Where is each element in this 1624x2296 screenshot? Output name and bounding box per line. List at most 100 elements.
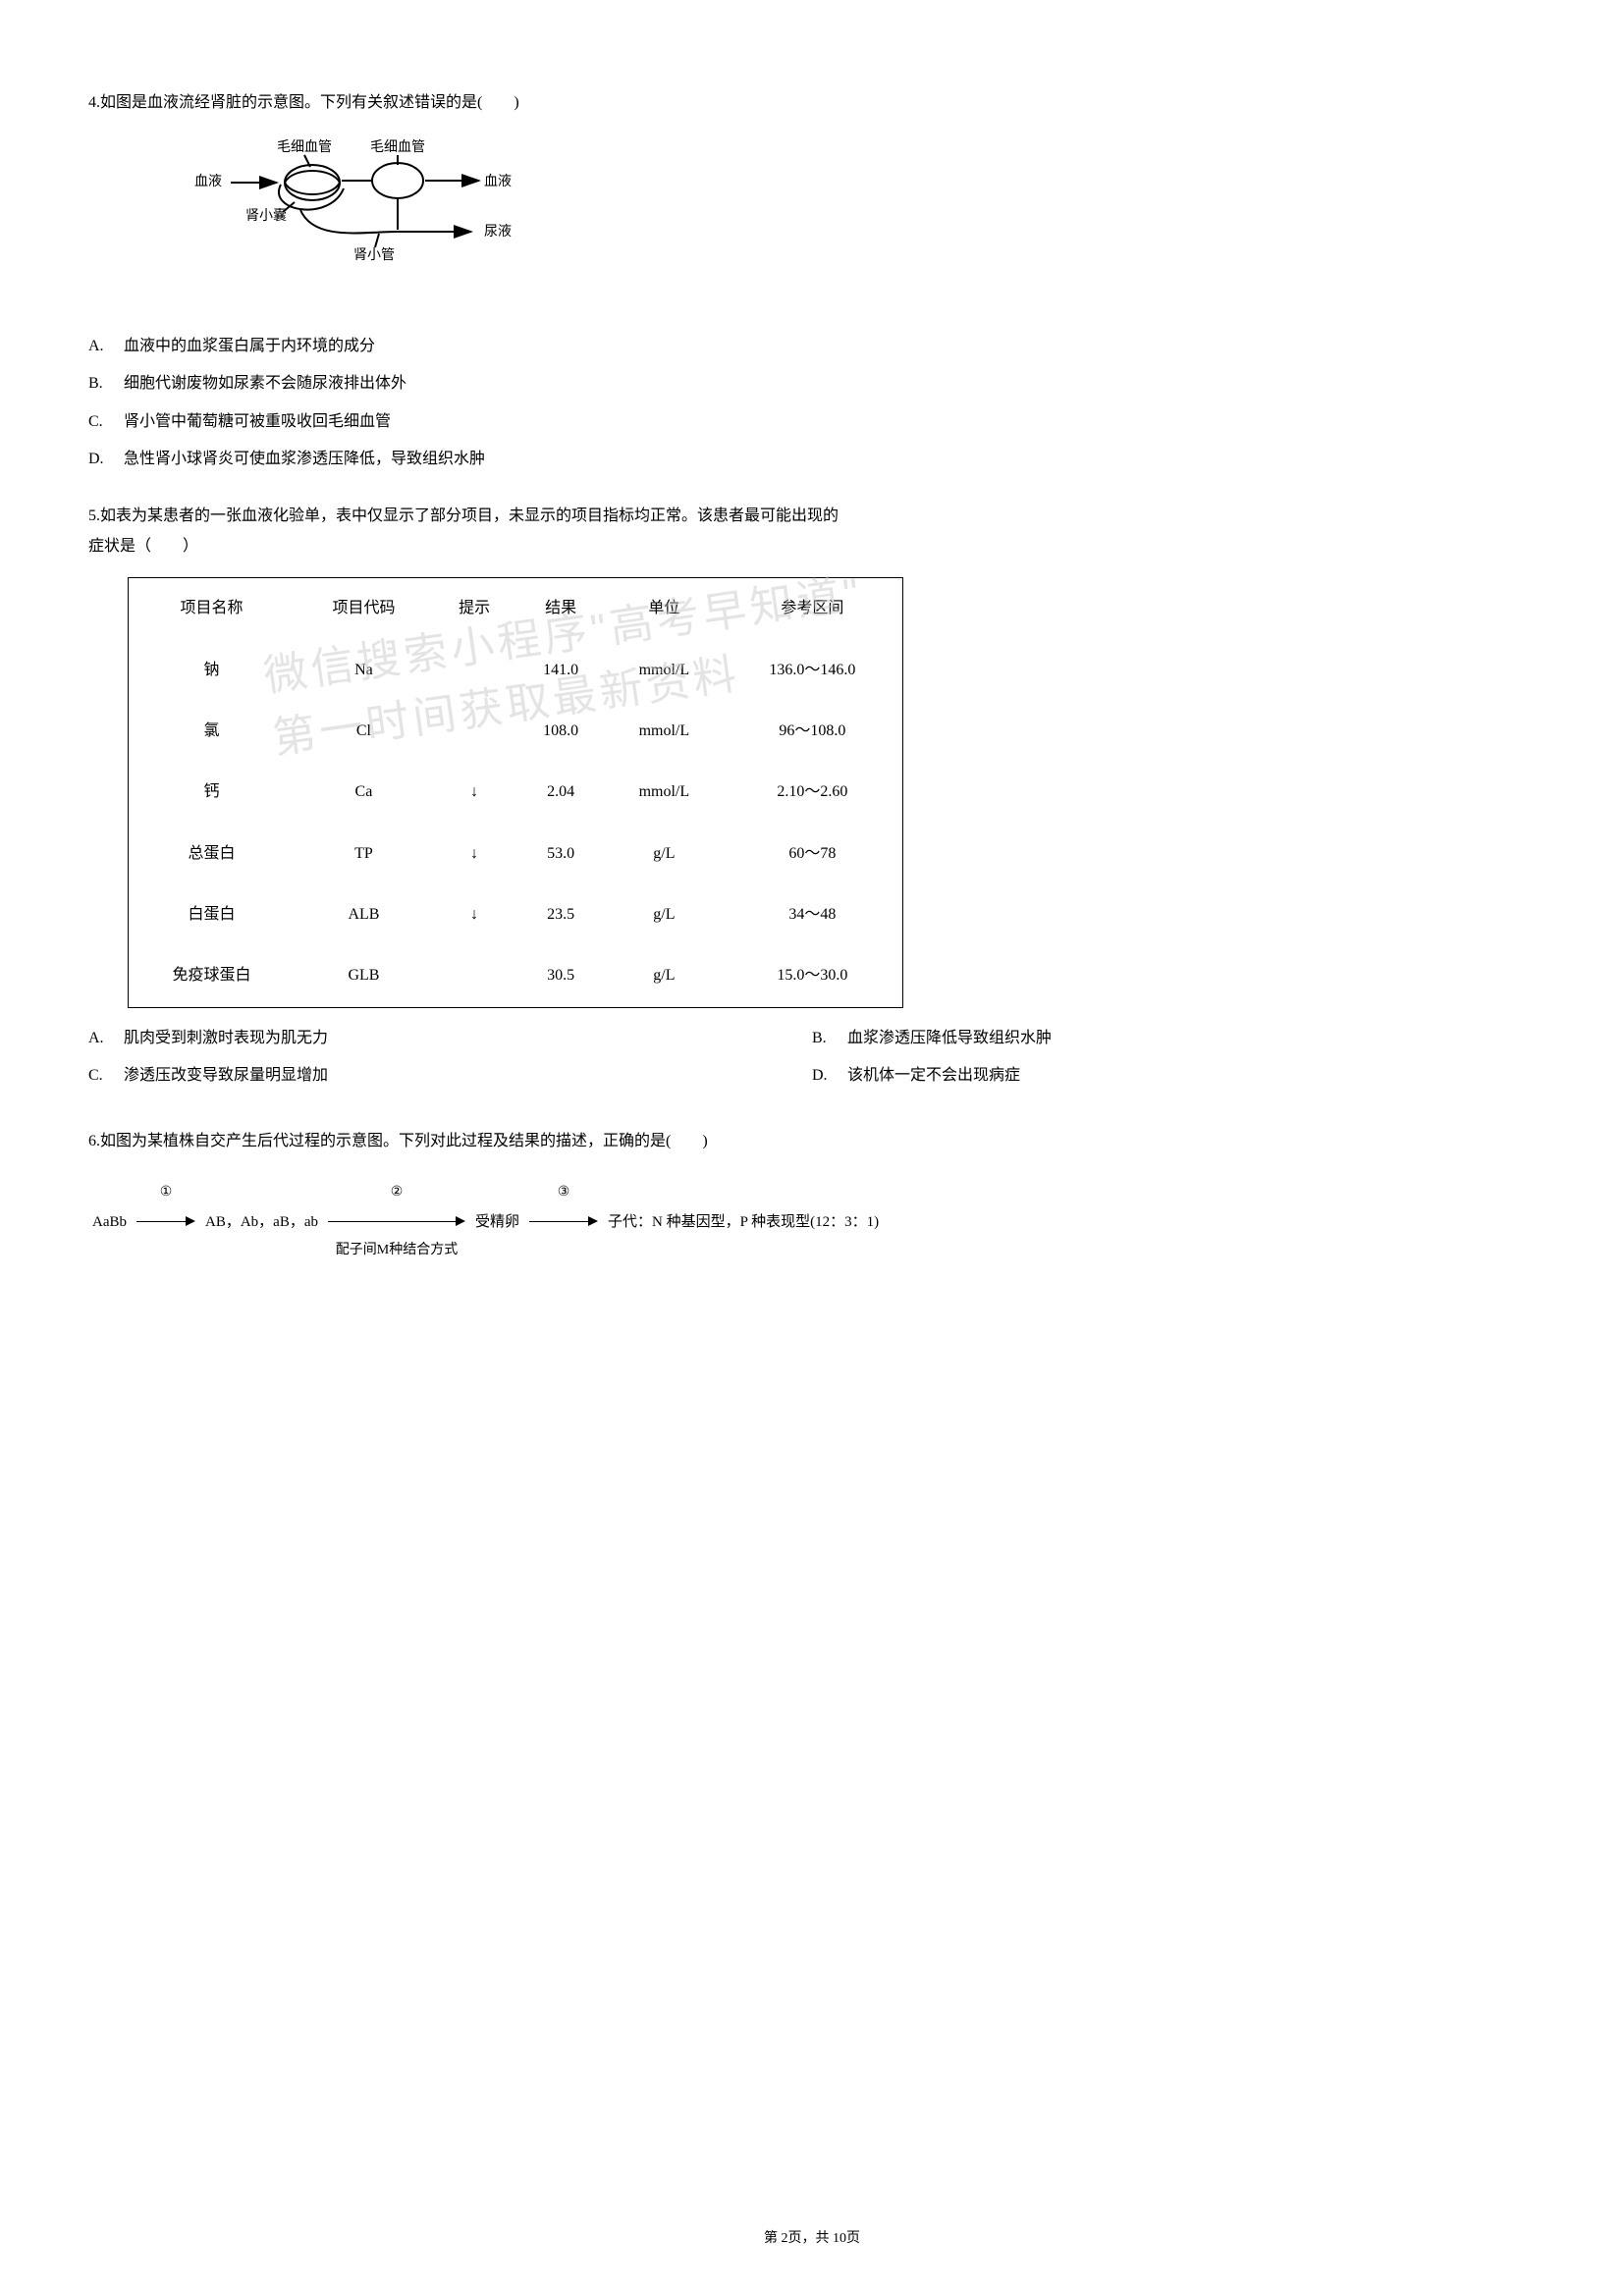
q4-text: 4.如图是血液流经肾脏的示意图。下列有关叙述错误的是( ) — [88, 88, 1536, 118]
q5-option-a-text: 肌肉受到刺激时表现为肌无力 — [124, 1030, 328, 1046]
cell: Na — [295, 640, 433, 701]
flow-offspring: 子代：N 种基因型，P 种表现型(12：3：1) — [608, 1208, 879, 1237]
cell: ↓ — [433, 824, 516, 884]
flow-zygote: 受精卵 — [475, 1208, 519, 1237]
q5-text-line2: 症状是（ ） — [88, 538, 198, 555]
q5-option-d-text: 该机体一定不会出现病症 — [847, 1067, 1020, 1084]
label-capillary1: 毛细血管 — [277, 139, 332, 155]
flow-arrow-3: ③ — [529, 1180, 598, 1264]
table-row: 总蛋白 TP ↓ 53.0 g/L 60～78 — [129, 824, 902, 884]
cell: 白蛋白 — [129, 884, 295, 945]
cell: Cl — [295, 701, 433, 762]
table-row: 白蛋白 ALB ↓ 23.5 g/L 34～48 — [129, 884, 902, 945]
flow-step2-sub: 配子间M种结合方式 — [336, 1238, 458, 1264]
label-urine-out: 尿液 — [484, 224, 512, 240]
kidney-diagram-svg: 毛细血管 毛细血管 血液 血液 尿液 肾小囊 肾小管 — [187, 133, 550, 271]
flow-start: AaBb — [92, 1208, 127, 1237]
cell: GLB — [295, 945, 433, 1006]
q5-table-header-row: 项目名称 项目代码 提示 结果 单位 参考区间 — [129, 578, 902, 639]
cell — [433, 640, 516, 701]
q4-option-d-text: 急性肾小球肾炎可使血浆渗透压降低，导致组织水肿 — [124, 451, 485, 467]
cell: 136.0～146.0 — [723, 640, 902, 701]
cell: 2.10～2.60 — [723, 762, 902, 823]
q4-option-c: C. 肾小管中葡萄糖可被重吸收回毛细血管 — [88, 407, 1536, 437]
q5-table-head: 项目名称 项目代码 提示 结果 单位 参考区间 — [129, 578, 902, 639]
q4-options: A. 血液中的血浆蛋白属于内环境的成分 B. 细胞代谢废物如尿素不会随尿液排出体… — [88, 332, 1536, 475]
question-5: 5.如表为某患者的一张血液化验单，表中仅显示了部分项目，未显示的项目指标均正常。… — [88, 502, 1536, 1098]
q5-th-2: 提示 — [433, 578, 516, 639]
q5-table-body: 钠 Na 141.0 mmol/L 136.0～146.0 氯 Cl 108.0… — [129, 640, 902, 1007]
q5-option-c-text: 渗透压改变导致尿量明显增加 — [124, 1067, 328, 1084]
cell: 总蛋白 — [129, 824, 295, 884]
cell — [433, 945, 516, 1006]
q5-options: A. 肌肉受到刺激时表现为肌无力 B. 血浆渗透压降低导致组织水肿 C. 渗透压… — [88, 1024, 1536, 1099]
flow-step3-label: ③ — [558, 1180, 570, 1206]
label-tubule: 肾小管 — [353, 247, 395, 263]
q4-option-a-text: 血液中的血浆蛋白属于内环境的成分 — [124, 338, 375, 354]
cell: mmol/L — [606, 762, 723, 823]
q5-th-1: 项目代码 — [295, 578, 433, 639]
flow-step1-label: ① — [160, 1180, 173, 1206]
cell: 钠 — [129, 640, 295, 701]
question-6: 6.如图为某植株自交产生后代过程的示意图。下列对此过程及结果的描述，正确的是( … — [88, 1127, 1536, 1264]
q5-option-c: C. 渗透压改变导致尿量明显增加 — [88, 1061, 812, 1091]
cell: 氯 — [129, 701, 295, 762]
cell: 96～108.0 — [723, 701, 902, 762]
q6-flow-diagram: AaBb ① AB，Ab，aB，ab ② 配子间M种结合方式 受精卵 ③ 子代：… — [88, 1180, 1536, 1264]
cell: 60～78 — [723, 824, 902, 884]
q5-th-3: 结果 — [515, 578, 606, 639]
q5-option-a: A. 肌肉受到刺激时表现为肌无力 — [88, 1024, 812, 1053]
q4-option-a: A. 血液中的血浆蛋白属于内环境的成分 — [88, 332, 1536, 361]
table-row: 钙 Ca ↓ 2.04 mmol/L 2.10～2.60 — [129, 762, 902, 823]
cell: ALB — [295, 884, 433, 945]
flow-step2-label: ② — [391, 1180, 404, 1206]
cell: 108.0 — [515, 701, 606, 762]
cell: mmol/L — [606, 701, 723, 762]
cell: 钙 — [129, 762, 295, 823]
q5-th-4: 单位 — [606, 578, 723, 639]
q5-text: 5.如表为某患者的一张血液化验单，表中仅显示了部分项目，未显示的项目指标均正常。… — [88, 502, 1536, 561]
cell: 141.0 — [515, 640, 606, 701]
cell: 34～48 — [723, 884, 902, 945]
page-footer: 第 2页，共 10页 — [0, 2227, 1624, 2247]
cell: ↓ — [433, 762, 516, 823]
cell — [433, 701, 516, 762]
cell: 免疫球蛋白 — [129, 945, 295, 1006]
q5-th-0: 项目名称 — [129, 578, 295, 639]
cell: g/L — [606, 824, 723, 884]
cell: ↓ — [433, 884, 516, 945]
q4-option-d: D. 急性肾小球肾炎可使血浆渗透压降低，导致组织水肿 — [88, 445, 1536, 474]
q4-diagram: 毛细血管 毛细血管 血液 血液 尿液 肾小囊 肾小管 — [187, 133, 1536, 282]
cell: 15.0～30.0 — [723, 945, 902, 1006]
table-row: 氯 Cl 108.0 mmol/L 96～108.0 — [129, 701, 902, 762]
q5-th-5: 参考区间 — [723, 578, 902, 639]
flow-arrow-2: ② 配子间M种结合方式 — [328, 1180, 465, 1264]
label-bowman: 肾小囊 — [245, 207, 287, 224]
table-row: 免疫球蛋白 GLB 30.5 g/L 15.0～30.0 — [129, 945, 902, 1006]
cell: 23.5 — [515, 884, 606, 945]
q6-text: 6.如图为某植株自交产生后代过程的示意图。下列对此过程及结果的描述，正确的是( … — [88, 1127, 1536, 1156]
q4-option-b-text: 细胞代谢废物如尿素不会随尿液排出体外 — [124, 375, 406, 392]
q5-table: 项目名称 项目代码 提示 结果 单位 参考区间 钠 Na 141.0 mmol/… — [128, 577, 903, 1008]
flow-gametes: AB，Ab，aB，ab — [205, 1208, 318, 1237]
q5-option-b-text: 血浆渗透压降低导致组织水肿 — [847, 1030, 1052, 1046]
cell: g/L — [606, 945, 723, 1006]
cell: mmol/L — [606, 640, 723, 701]
q4-option-c-text: 肾小管中葡萄糖可被重吸收回毛细血管 — [124, 413, 391, 430]
cell: 30.5 — [515, 945, 606, 1006]
label-blood-in: 血液 — [194, 174, 222, 189]
q5-option-b: B. 血浆渗透压降低导致组织水肿 — [812, 1024, 1536, 1053]
table-row: 钠 Na 141.0 mmol/L 136.0～146.0 — [129, 640, 902, 701]
cell: TP — [295, 824, 433, 884]
q5-option-d: D. 该机体一定不会出现病症 — [812, 1061, 1536, 1091]
q4-option-b: B. 细胞代谢废物如尿素不会随尿液排出体外 — [88, 369, 1536, 399]
cell: Ca — [295, 762, 433, 823]
label-blood-out: 血液 — [484, 174, 512, 189]
label-capillary2: 毛细血管 — [370, 139, 425, 155]
cell: 53.0 — [515, 824, 606, 884]
flow-arrow-1: ① — [136, 1180, 195, 1264]
question-4: 4.如图是血液流经肾脏的示意图。下列有关叙述错误的是( ) 毛细血管 毛细血管 … — [88, 88, 1536, 474]
cell: 2.04 — [515, 762, 606, 823]
cell: g/L — [606, 884, 723, 945]
q5-text-line1: 5.如表为某患者的一张血液化验单，表中仅显示了部分项目，未显示的项目指标均正常。… — [88, 507, 839, 524]
